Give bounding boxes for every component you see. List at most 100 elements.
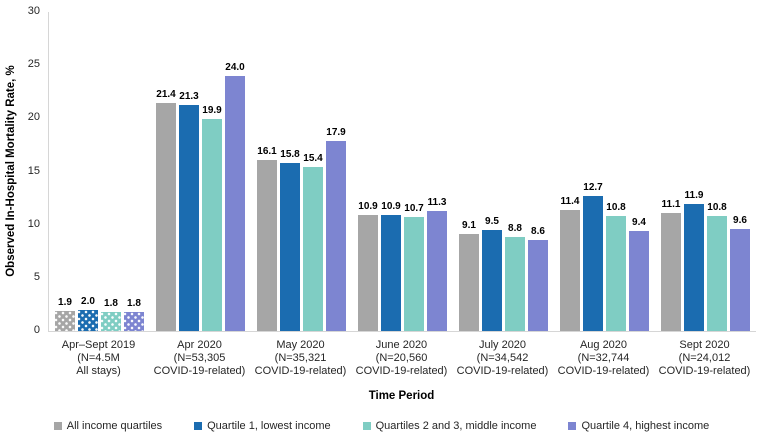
bar-value-label: 9.4 xyxy=(632,217,646,229)
bar-value-label: 10.9 xyxy=(381,201,401,213)
bar: 11.9 xyxy=(684,190,704,331)
bar-group: 10.9 10.9 10.7 11.3 xyxy=(352,12,453,331)
bar-value-label: 1.8 xyxy=(127,297,141,309)
legend-item: All income quartiles xyxy=(53,420,163,432)
bar-value-label: 9.1 xyxy=(462,220,476,232)
x-category-label-line: (N=4.5M xyxy=(77,352,120,364)
bar-value-label: 11.1 xyxy=(661,198,681,210)
x-axis-title: Time Period xyxy=(368,390,435,402)
x-category-label-line: COVID-19-related) xyxy=(254,365,347,377)
bar-group: 11.4 12.7 10.8 9.4 xyxy=(554,12,655,331)
bar-value-label: 17.9 xyxy=(326,126,346,138)
legend-label: Quartile 4, highest income xyxy=(581,420,710,432)
y-tick-label: 0 xyxy=(33,324,40,336)
y-tick-label: 15 xyxy=(27,164,40,177)
bar-value-label: 19.9 xyxy=(202,105,222,117)
bar: 19.9 xyxy=(202,105,222,331)
legend-item: Quartile 4, highest income xyxy=(568,420,709,432)
bar: 10.9 xyxy=(381,201,401,331)
y-tick-label: 5 xyxy=(33,270,40,283)
x-category-label: June 2020 (N=20,560 COVID-19-related) xyxy=(351,339,452,378)
bar-value-label: 1.9 xyxy=(58,296,72,308)
legend-label: Quartiles 2 and 3, middle income xyxy=(375,420,537,432)
bar: 17.9 xyxy=(326,127,346,331)
bar: 2.0 xyxy=(78,296,98,331)
x-category-label: May 2020 (N=35,321 COVID-19-related) xyxy=(250,339,351,378)
x-category-label: Apr 2020 (N=53,305 COVID-19-related) xyxy=(149,339,250,378)
x-category-label-line: (N=24,012 xyxy=(678,352,731,364)
legend: All income quartiles Quartile 1, lowest i… xyxy=(0,420,763,432)
bar-value-label: 9.6 xyxy=(733,214,747,226)
bar-value-label: 11.3 xyxy=(427,196,447,208)
bar-value-label: 12.7 xyxy=(583,181,603,193)
bar: 10.8 xyxy=(707,202,727,331)
bar: 10.7 xyxy=(404,203,424,331)
legend-label: All income quartiles xyxy=(66,420,163,432)
bar: 15.8 xyxy=(280,149,300,331)
bar: 12.7 xyxy=(583,182,603,331)
y-tick-label: 20 xyxy=(27,111,40,124)
bar: 1.8 xyxy=(124,298,144,331)
x-category-label: Sept 2020 (N=24,012 COVID-19-related) xyxy=(654,339,755,378)
x-category-label-line: (N=32,744 xyxy=(577,352,630,364)
legend-item: Quartile 1, lowest income xyxy=(194,420,331,432)
bar: 10.8 xyxy=(606,202,626,331)
bar: 21.3 xyxy=(179,91,199,331)
x-category-label: Aug 2020 (N=32,744 COVID-19-related) xyxy=(553,339,654,378)
bar: 9.5 xyxy=(482,216,502,331)
bar-value-label: 10.7 xyxy=(404,203,424,215)
x-category-label-line: Sept 2020 xyxy=(679,339,730,351)
bar: 9.1 xyxy=(459,220,479,331)
bar-value-label: 8.8 xyxy=(508,223,522,235)
x-category-label-line: June 2020 xyxy=(375,339,428,351)
bar-value-label: 1.8 xyxy=(104,297,118,309)
x-category-label: Apr–Sept 2019 (N=4.5M All stays) xyxy=(48,339,149,378)
bar: 11.1 xyxy=(661,199,681,331)
legend-label: Quartile 1, lowest income xyxy=(207,420,331,432)
bar: 9.4 xyxy=(629,217,649,331)
bar-value-label: 10.9 xyxy=(358,201,378,213)
y-tick-label: 30 xyxy=(27,5,40,17)
y-tick-label: 25 xyxy=(27,58,40,71)
x-category-label-line: May 2020 xyxy=(276,339,325,351)
x-category-label-line: (N=20,560 xyxy=(375,352,428,364)
x-axis-category-labels: Apr–Sept 2019 (N=4.5M All stays) Apr 2020 (N… xyxy=(48,339,755,378)
bar-value-label: 16.1 xyxy=(257,145,277,157)
x-category-label-line: COVID-19-related) xyxy=(153,365,246,377)
bar: 24.0 xyxy=(225,62,245,331)
legend-swatch xyxy=(362,422,371,430)
bar: 1.9 xyxy=(55,297,75,331)
bar-value-label: 21.4 xyxy=(156,89,176,101)
bar: 21.4 xyxy=(156,89,176,331)
legend-item: Quartiles 2 and 3, middle income xyxy=(362,420,537,432)
bar: 1.8 xyxy=(101,298,121,331)
bar-value-label: 11.9 xyxy=(684,190,704,202)
bar: 16.1 xyxy=(257,146,277,331)
bar: 8.6 xyxy=(528,226,548,331)
bar-value-label: 15.8 xyxy=(280,149,300,160)
bar-value-label: 21.3 xyxy=(179,90,199,102)
bar-value-label: 2.0 xyxy=(81,295,95,307)
bar-group: 11.1 11.9 10.8 9.6 xyxy=(655,12,756,331)
bar-group: 1.9 2.0 1.8 1.8 xyxy=(49,12,150,331)
x-category-label-line: COVID-19-related) xyxy=(557,365,650,377)
y-tick-label: 10 xyxy=(27,217,40,230)
bar-group: 21.4 21.3 19.9 24.0 xyxy=(150,12,251,331)
bar-value-label: 9.5 xyxy=(485,215,499,227)
bar-value-label: 11.4 xyxy=(560,195,580,207)
bar-value-label: 8.6 xyxy=(531,225,545,237)
x-category-label-line: (N=53,305 xyxy=(173,352,226,364)
bar: 8.8 xyxy=(505,223,525,331)
x-category-label-line: Apr 2020 xyxy=(177,339,222,351)
bar: 9.6 xyxy=(730,215,750,331)
bar-value-label: 10.8 xyxy=(707,202,727,214)
bar: 11.4 xyxy=(560,196,580,331)
bar-value-label: 15.4 xyxy=(303,153,323,165)
bar: 11.3 xyxy=(427,197,447,331)
x-category-label-line: Aug 2020 xyxy=(579,339,628,351)
legend-swatch xyxy=(194,422,203,430)
x-category-label-line: COVID-19-related) xyxy=(355,365,448,377)
bar-value-label: 24.0 xyxy=(225,61,245,73)
legend-swatch xyxy=(53,422,62,430)
